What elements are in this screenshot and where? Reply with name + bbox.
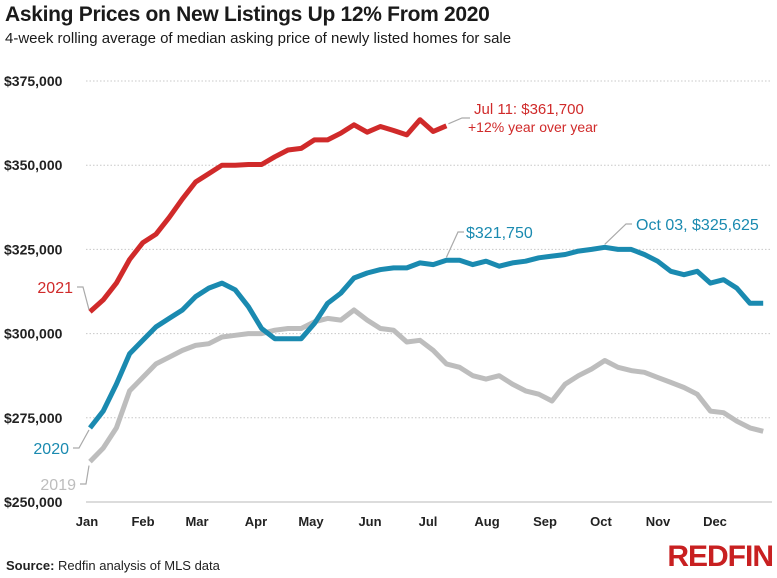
callout-oct03: Oct 03, $325,625 [636,217,759,234]
chart-subtitle: 4-week rolling average of median asking … [5,30,512,47]
x-tick-label: Jun [358,514,381,529]
series-lines [88,117,764,464]
x-tick-label: Aug [474,514,499,529]
series-label-2021: 2021 [37,280,73,297]
redfin-logo: REDFIN [667,540,774,573]
leader-2019 [80,465,90,485]
callout-jul11-value: Jul 11: $361,700 [474,101,584,118]
source-label: Source: [6,558,55,573]
series-line-2020 [88,244,764,430]
y-tick-label: $350,000 [4,157,63,173]
source-text: Redfin analysis of MLS data [54,558,220,573]
leader-oct03 [604,223,632,245]
leader-321750 [445,231,464,258]
leader-jul11 [448,117,470,125]
x-tick-label: Feb [131,514,154,529]
y-tick-label: $325,000 [4,241,63,257]
y-tick-label: $300,000 [4,326,63,342]
series-line-2019 [88,307,764,464]
annotations: 2021 2020 2019 Jul 11: $361,700+12% year ov… [33,101,758,494]
x-tick-label: Nov [646,514,671,529]
callout-321750: $321,750 [466,225,533,242]
x-tick-label: Dec [703,514,727,529]
x-tick-label: Sep [533,514,557,529]
x-tick-label: Mar [185,514,208,529]
series-line-2021 [88,117,448,314]
series-label-2019: 2019 [40,477,76,494]
y-axis-ticks: $250,000 $275,000 $300,000 $325,000 $350,000… [4,73,63,510]
y-tick-label: $375,000 [4,73,63,89]
x-tick-label: Jul [419,514,438,529]
chart-title: Asking Prices on New Listings Up 12% Fro… [5,3,490,26]
leader-2021 [77,286,90,310]
x-tick-label: May [298,514,324,529]
callout-jul11-yoy: +12% year over year [468,119,598,135]
source-note: Source: Redfin analysis of MLS data [6,558,220,573]
x-tick-label: Jan [76,514,98,529]
x-tick-label: Oct [590,514,612,529]
y-tick-label: $250,000 [4,494,63,510]
series-label-2020: 2020 [33,441,69,458]
gridlines [86,80,772,503]
y-tick-label: $275,000 [4,410,63,426]
leader-2020 [73,429,90,449]
x-axis-ticks: Jan Feb Mar Apr May Jun Jul Aug Sep Oct Nov Dec [76,514,727,529]
x-tick-label: Apr [245,514,267,529]
